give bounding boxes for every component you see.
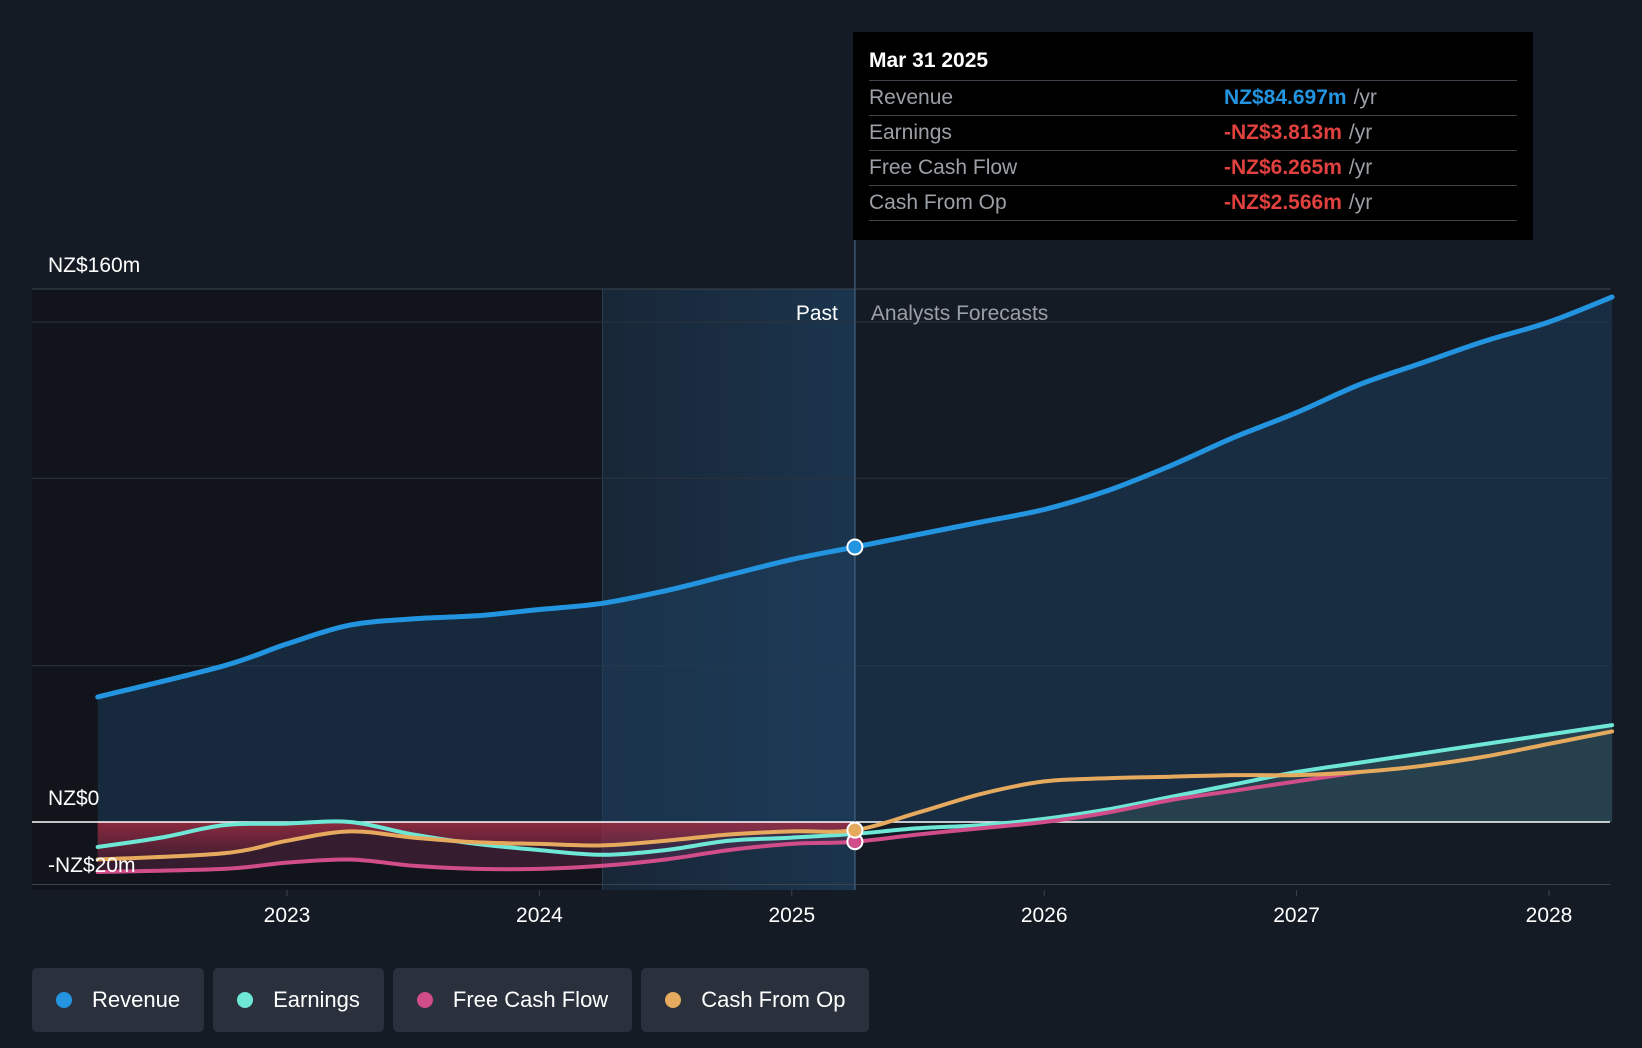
- legend-dot-icon: [56, 992, 72, 1008]
- tooltip: Mar 31 2025 Revenue NZ$84.697m /yr Earni…: [853, 32, 1533, 240]
- legend-label: Free Cash Flow: [452, 987, 609, 1012]
- tooltip-unit: /yr: [1348, 121, 1373, 144]
- x-tick-label: 2024: [516, 904, 563, 927]
- x-tick-label: 2023: [264, 904, 311, 927]
- cash-from-op-line: [95, 729, 1615, 862]
- cash-from-op-marker: [846, 821, 864, 839]
- tooltip-row-revenue: Revenue NZ$84.697m /yr: [869, 80, 1517, 115]
- y-label-bottom: -NZ$20m: [48, 854, 136, 877]
- tooltip-label: Free Cash Flow: [869, 156, 1018, 179]
- tooltip-date: Mar 31 2025: [869, 49, 989, 72]
- revenue-line: [95, 294, 1615, 700]
- x-tick-label: 2026: [1021, 904, 1068, 927]
- tooltip-label: Revenue: [869, 86, 954, 109]
- tooltip-label: Earnings: [869, 121, 952, 144]
- legend-label: Earnings: [273, 987, 360, 1012]
- legend-item-cash-from-op[interactable]: Cash From Op: [641, 968, 870, 1032]
- tooltip-label: Cash From Op: [869, 191, 1007, 214]
- tooltip-value: -NZ$2.566m: [1224, 191, 1342, 214]
- legend-item-earnings[interactable]: Earnings: [213, 968, 384, 1032]
- legend-dot-icon: [665, 992, 682, 1008]
- y-label-top: NZ$160m: [48, 254, 140, 277]
- x-tick-label: 2025: [768, 904, 815, 927]
- legend-item-free-cash-flow[interactable]: Free Cash Flow: [392, 968, 633, 1032]
- x-tick-label: 2028: [1526, 904, 1573, 927]
- tooltip-row-cash-from-op: Cash From Op -NZ$2.566m /yr: [869, 185, 1517, 221]
- tooltip-row-earnings: Earnings -NZ$3.813m /yr: [869, 115, 1517, 150]
- tooltip-unit: /yr: [1348, 191, 1373, 214]
- tooltip-unit: /yr: [1353, 86, 1377, 109]
- x-tick-label: 2027: [1273, 904, 1320, 927]
- tooltip-row-free-cash-flow: Free Cash Flow -NZ$6.265m /yr: [869, 150, 1517, 185]
- y-label-zero: NZ$0: [48, 787, 99, 810]
- past-label: Past: [796, 302, 838, 325]
- free-cash-flow-line: [95, 770, 1362, 874]
- legend-label: Revenue: [92, 987, 181, 1012]
- legend-dot-icon: [416, 992, 433, 1008]
- tooltip-unit: /yr: [1348, 156, 1373, 179]
- tooltip-value: NZ$84.697m: [1224, 86, 1347, 109]
- legend-label: Cash From Op: [701, 987, 846, 1012]
- forecast-label: Analysts Forecasts: [871, 302, 1048, 325]
- chart-area: NZ$160m NZ$0 -NZ$20m 2023 2024 2025 2026 2027 20…: [32, 240, 1615, 927]
- legend: Revenue Earnings Free Cash Flow Cash Fro…: [32, 968, 870, 1032]
- tooltip-value: -NZ$6.265m: [1224, 156, 1342, 179]
- legend-item-revenue[interactable]: Revenue: [32, 968, 205, 1032]
- revenue-marker: [846, 538, 864, 556]
- tooltip-value: -NZ$3.813m: [1224, 121, 1342, 144]
- legend-dot-icon: [237, 992, 254, 1008]
